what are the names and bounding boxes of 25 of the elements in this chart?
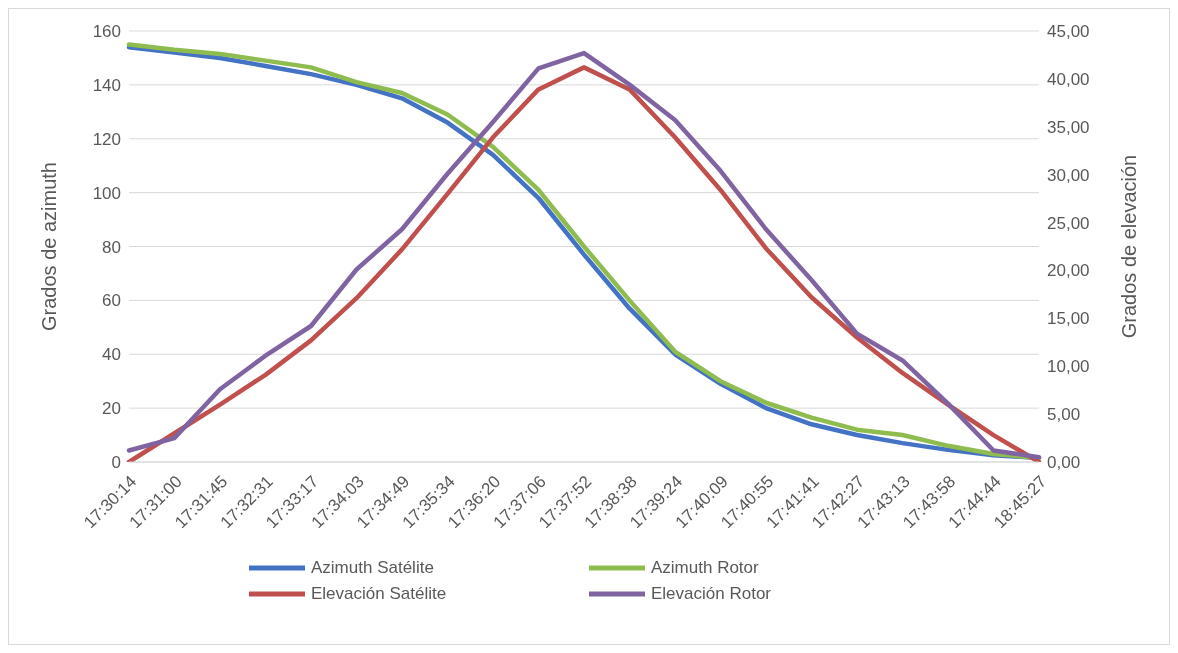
y2-tick-label: 25,00: [1047, 213, 1090, 233]
y-axis-title: Grados de azimuth: [38, 162, 61, 331]
y2-tick-label: 40,00: [1047, 69, 1090, 89]
legend-label: Azimuth Satélite: [311, 558, 434, 578]
y-tick-label: 20: [102, 399, 121, 419]
legend-label: Elevación Rotor: [651, 584, 772, 604]
y2-axis-title: Grados de elevación: [1118, 154, 1141, 339]
y-tick-label: 0: [111, 453, 121, 473]
legend-label: Elevación Satélite: [311, 584, 447, 604]
y2-tick-label: 35,00: [1047, 117, 1090, 137]
y2-tick-label: 45,00: [1047, 22, 1090, 42]
y2-tick-label: 15,00: [1047, 309, 1090, 329]
legend-label: Azimuth Rotor: [651, 558, 759, 578]
y-tick-label: 40: [102, 345, 121, 365]
y-tick-label: 120: [92, 129, 121, 149]
y-tick-label: 80: [102, 237, 121, 257]
y2-tick-label: 30,00: [1047, 165, 1090, 185]
y2-tick-label: 0,00: [1047, 453, 1081, 473]
y-tick-label: 60: [102, 291, 121, 311]
y2-tick-label: 5,00: [1047, 405, 1081, 425]
y-tick-label: 100: [92, 183, 121, 203]
y2-tick-label: 20,00: [1047, 261, 1090, 281]
y2-tick-label: 10,00: [1047, 357, 1090, 377]
y-tick-label: 160: [92, 22, 121, 42]
y-tick-label: 140: [92, 75, 121, 95]
